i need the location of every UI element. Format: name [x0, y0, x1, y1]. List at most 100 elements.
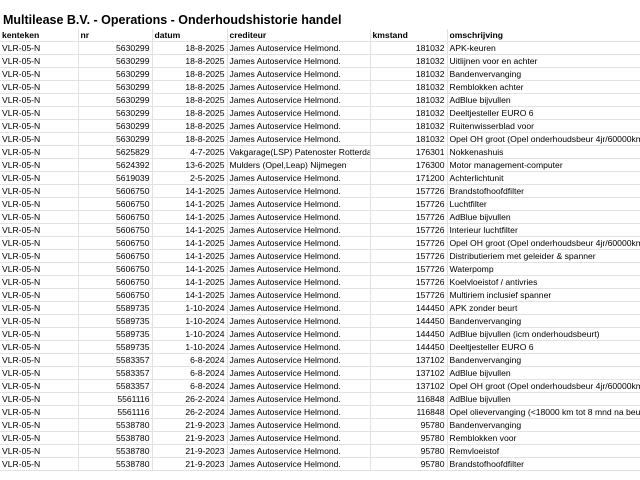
- cell: Opel olievervanging (<18000 km tot 8 mnd…: [447, 405, 640, 419]
- cell: 5606750: [78, 184, 153, 198]
- cell: VLR-05-N: [0, 223, 79, 237]
- cell: 144450: [370, 314, 448, 328]
- cell: 157726: [370, 236, 448, 250]
- cell: 176301: [370, 145, 448, 159]
- data-row: VLR-05-N 5630299 18-8-2025 James Autoservic…: [0, 67, 640, 81]
- cell: Uitlijnen voor en achter: [447, 54, 640, 68]
- cell: Luchtfilter: [447, 197, 640, 211]
- cell: 18-8-2025: [152, 132, 228, 146]
- cell: Nokkenashuis: [447, 145, 640, 159]
- data-row: VLR-05-N 5589735 1-10-2024 James Autoservic…: [0, 327, 640, 341]
- data-table: kenteken nr datum crediteur kmstand omschrijv…: [0, 29, 640, 471]
- cell: VLR-05-N: [0, 366, 79, 380]
- cell: 18-8-2025: [152, 93, 228, 107]
- cell: 14-1-2025: [152, 262, 228, 276]
- cell: VLR-05-N: [0, 67, 79, 81]
- cell: VLR-05-N: [0, 171, 79, 185]
- data-row: VLR-05-N 5561116 26-2-2024 James Autoservic…: [0, 405, 640, 419]
- cell: AdBlue bijvullen: [447, 366, 640, 380]
- cell: James Autoservice Helmond.: [227, 197, 371, 211]
- cell: 21-9-2023: [152, 444, 228, 458]
- cell: Opel OH groot (Opel onderhoudsbeur 4jr/6…: [447, 379, 640, 393]
- cell: 137102: [370, 353, 448, 367]
- cell: 6-8-2024: [152, 379, 228, 393]
- cell: 14-1-2025: [152, 288, 228, 302]
- cell: VLR-05-N: [0, 158, 79, 172]
- cell: 5561116: [78, 392, 153, 406]
- cell: Bandenvervanging: [447, 353, 640, 367]
- cell: VLR-05-N: [0, 457, 79, 471]
- cell: 5630299: [78, 54, 153, 68]
- cell: VLR-05-N: [0, 236, 79, 250]
- cell: 18-8-2025: [152, 67, 228, 81]
- cell: 18-8-2025: [152, 41, 228, 55]
- cell: 116848: [370, 405, 448, 419]
- cell: 6-8-2024: [152, 353, 228, 367]
- cell: 5630299: [78, 119, 153, 133]
- cell: VLR-05-N: [0, 54, 79, 68]
- cell: Brandstofhoofdfilter: [447, 184, 640, 198]
- cell: 5606750: [78, 210, 153, 224]
- data-row: VLR-05-N 5606750 14-1-2025 James Autoservic…: [0, 236, 640, 250]
- cell: 144450: [370, 327, 448, 341]
- cell: Opel OH groot (Opel onderhoudsbeur 4jr/6…: [447, 236, 640, 250]
- data-row: VLR-05-N 5625829 4-7-2025 Vakgarage(LSP) Pa…: [0, 145, 640, 159]
- cell: VLR-05-N: [0, 340, 79, 354]
- cell: 5589735: [78, 327, 153, 341]
- cell: 21-9-2023: [152, 418, 228, 432]
- cell: 5606750: [78, 262, 153, 276]
- cell: Waterpomp: [447, 262, 640, 276]
- cell: VLR-05-N: [0, 379, 79, 393]
- cell: VLR-05-N: [0, 301, 79, 315]
- cell: 14-1-2025: [152, 210, 228, 224]
- cell: James Autoservice Helmond.: [227, 327, 371, 341]
- cell: 5589735: [78, 301, 153, 315]
- data-row: VLR-05-N 5630299 18-8-2025 James Autoservic…: [0, 106, 640, 120]
- cell: James Autoservice Helmond.: [227, 340, 371, 354]
- data-row: VLR-05-N 5589735 1-10-2024 James Autoservic…: [0, 314, 640, 328]
- cell: 157726: [370, 223, 448, 237]
- data-row: VLR-05-N 5630299 18-8-2025 James Autoservic…: [0, 132, 640, 146]
- cell: 5538780: [78, 444, 153, 458]
- data-row: VLR-05-N 5606750 14-1-2025 James Autoservic…: [0, 288, 640, 302]
- data-row: VLR-05-N 5606750 14-1-2025 James Autoservic…: [0, 184, 640, 198]
- cell: 5606750: [78, 288, 153, 302]
- cell: 181032: [370, 106, 448, 120]
- cell: APK-keuren: [447, 41, 640, 55]
- cell: Achterlichtunit: [447, 171, 640, 185]
- cell: 157726: [370, 197, 448, 211]
- cell: 1-10-2024: [152, 301, 228, 315]
- cell: 144450: [370, 301, 448, 315]
- cell: Remblokken voor: [447, 431, 640, 445]
- cell: 95780: [370, 444, 448, 458]
- header-row: kenteken nr datum crediteur kmstand omschrijv…: [0, 29, 640, 42]
- cell: AdBlue bijvullen (icm onderhoudsbeurt): [447, 327, 640, 341]
- cell: 14-1-2025: [152, 223, 228, 237]
- cell: Interieur luchtfilter: [447, 223, 640, 237]
- data-row: VLR-05-N 5583357 6-8-2024 James Autoservice…: [0, 366, 640, 380]
- cell: 95780: [370, 457, 448, 471]
- column-header: kenteken: [0, 29, 79, 42]
- cell: 5538780: [78, 457, 153, 471]
- cell: VLR-05-N: [0, 262, 79, 276]
- cell: James Autoservice Helmond.: [227, 431, 371, 445]
- cell: 21-9-2023: [152, 431, 228, 445]
- cell: James Autoservice Helmond.: [227, 275, 371, 289]
- cell: Deeltjesteller EURO 6: [447, 106, 640, 120]
- cell: 181032: [370, 80, 448, 94]
- cell: 137102: [370, 366, 448, 380]
- cell: VLR-05-N: [0, 132, 79, 146]
- cell: 5538780: [78, 418, 153, 432]
- column-header: datum: [152, 29, 228, 42]
- data-row: VLR-05-N 5624392 13-6-2025 Mulders (Opel,Le…: [0, 158, 640, 172]
- cell: 5619039: [78, 171, 153, 185]
- cell: James Autoservice Helmond.: [227, 457, 371, 471]
- cell: 14-1-2025: [152, 184, 228, 198]
- cell: James Autoservice Helmond.: [227, 41, 371, 55]
- cell: APK zonder beurt: [447, 301, 640, 315]
- cell: 1-10-2024: [152, 340, 228, 354]
- cell: James Autoservice Helmond.: [227, 54, 371, 68]
- cell: 14-1-2025: [152, 236, 228, 250]
- cell: James Autoservice Helmond.: [227, 210, 371, 224]
